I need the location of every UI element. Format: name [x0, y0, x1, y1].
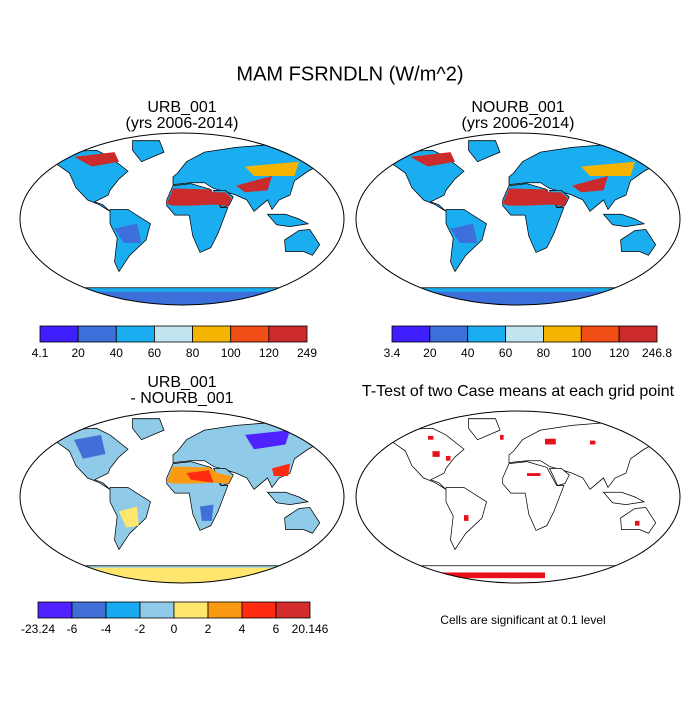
colorbar-label: 20	[71, 346, 85, 360]
colorbar-label: 20	[423, 346, 437, 360]
colorbar-label: 100	[221, 346, 241, 360]
colorbar-swatch	[505, 325, 544, 343]
colorbar-label: 100	[571, 346, 591, 360]
panel-title: (yrs 2006-2014)	[462, 115, 575, 132]
panel-title: - NOURB_001	[130, 390, 233, 407]
colorbar-label: 80	[537, 346, 551, 360]
note: Cells are significant at 0.1 level	[440, 613, 605, 627]
colorbar-swatch	[77, 325, 117, 343]
colorbar-label: 4	[239, 622, 246, 636]
colorbar-label: 40	[461, 346, 475, 360]
colorbar-swatch	[173, 601, 209, 619]
colorbar-swatch	[268, 325, 308, 343]
figure-title: MAM FSRNDLN (W/m^2)	[236, 63, 463, 85]
colorbar-label: 6	[273, 622, 280, 636]
colorbar-swatch	[241, 601, 277, 619]
colorbar-label: 4.1	[32, 346, 49, 360]
map	[355, 132, 681, 306]
colorbar-swatch	[391, 325, 431, 343]
colorbar-swatch	[37, 601, 73, 619]
colorbar-label: -6	[67, 622, 78, 636]
colorbar-label: 249	[297, 346, 317, 360]
colorbar-label: -23.24	[21, 622, 55, 636]
colorbar-label: 60	[499, 346, 513, 360]
colorbar-label: 60	[148, 346, 162, 360]
colorbar-label: -4	[101, 622, 112, 636]
colorbar-swatch	[429, 325, 469, 343]
colorbar-label: 20.146	[292, 622, 329, 636]
colorbar-label: 120	[609, 346, 629, 360]
panel-title: NOURB_001	[471, 99, 564, 116]
panel-title: T-Test of two Case means at each grid po…	[362, 383, 675, 400]
panel-title: URB_001	[147, 99, 216, 116]
map	[355, 410, 681, 584]
colorbar-swatch	[275, 601, 311, 619]
colorbar-label: -2	[135, 622, 146, 636]
colorbar-swatch	[230, 325, 270, 343]
colorbar-label: 40	[110, 346, 124, 360]
colorbar-swatch	[71, 601, 107, 619]
colorbar-swatch	[467, 325, 506, 343]
map	[19, 132, 345, 306]
colorbar-label: 3.4	[384, 346, 401, 360]
map	[19, 410, 345, 584]
colorbar-swatch	[543, 325, 582, 343]
colorbar-label: 120	[259, 346, 279, 360]
colorbar-swatch	[139, 601, 175, 619]
colorbar-label: 80	[186, 346, 200, 360]
colorbar-label: 246.8	[642, 346, 672, 360]
colorbar-swatch	[580, 325, 620, 343]
colorbar-swatch	[192, 325, 232, 343]
colorbar-label: 0	[171, 622, 178, 636]
colorbar-swatch	[105, 601, 141, 619]
panel-title: URB_001	[147, 374, 216, 391]
panel-title: (yrs 2006-2014)	[126, 115, 239, 132]
colorbar-swatch	[207, 601, 243, 619]
colorbar-swatch	[618, 325, 658, 343]
colorbar-label: 2	[205, 622, 212, 636]
colorbar-swatch	[154, 325, 193, 343]
colorbar-swatch	[39, 325, 79, 343]
colorbar-swatch	[115, 325, 155, 343]
